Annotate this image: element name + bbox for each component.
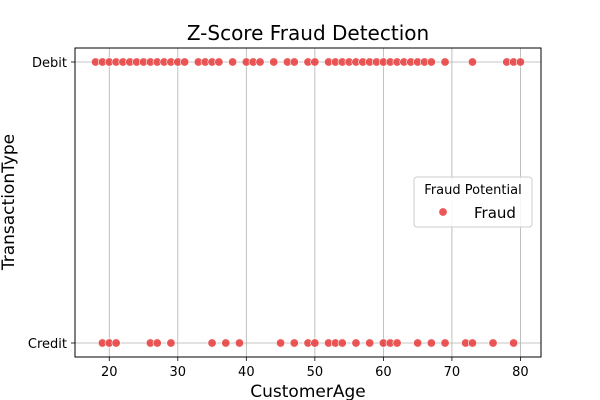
data-point bbox=[214, 57, 224, 67]
data-point bbox=[392, 338, 402, 348]
data-point bbox=[207, 338, 217, 348]
data-point bbox=[413, 338, 423, 348]
legend-title: Fraud Potential bbox=[424, 183, 521, 198]
data-point bbox=[180, 57, 190, 67]
x-tick-label: 40 bbox=[238, 365, 255, 380]
data-point bbox=[365, 338, 375, 348]
legend-marker-fraud bbox=[438, 207, 448, 217]
data-point bbox=[509, 338, 519, 348]
data-point bbox=[276, 338, 286, 348]
y-tick-label: Credit bbox=[28, 337, 67, 352]
x-tick-label: 20 bbox=[101, 365, 118, 380]
data-point bbox=[310, 338, 320, 348]
data-point bbox=[221, 338, 231, 348]
chart-title: Z-Score Fraud Detection bbox=[187, 21, 429, 45]
data-point bbox=[255, 57, 265, 67]
data-point bbox=[234, 338, 244, 348]
data-point bbox=[488, 338, 498, 348]
data-point bbox=[351, 338, 361, 348]
x-tick-label: 60 bbox=[375, 365, 392, 380]
x-axis-label: CustomerAge bbox=[250, 382, 365, 400]
data-point bbox=[440, 338, 450, 348]
legend-label-fraud: Fraud bbox=[474, 204, 516, 222]
data-point bbox=[289, 338, 299, 348]
data-point bbox=[426, 338, 436, 348]
data-point bbox=[269, 57, 279, 67]
data-points bbox=[91, 57, 525, 348]
y-axis-ticks: Credit Debit bbox=[28, 56, 75, 352]
data-point bbox=[440, 57, 450, 67]
data-point bbox=[426, 57, 436, 67]
data-point bbox=[337, 338, 347, 348]
legend: Fraud Potential Fraud bbox=[413, 176, 533, 228]
x-axis-ticks: 20 30 40 50 60 70 80 bbox=[101, 357, 529, 380]
x-tick-label: 30 bbox=[170, 365, 187, 380]
data-point bbox=[152, 338, 162, 348]
data-point bbox=[310, 57, 320, 67]
y-axis-label: TransactionType bbox=[0, 134, 19, 271]
data-point bbox=[467, 338, 477, 348]
x-tick-label: 50 bbox=[307, 365, 324, 380]
data-point bbox=[515, 57, 525, 67]
data-point bbox=[467, 57, 477, 67]
data-point bbox=[228, 57, 238, 67]
plot-area-frame bbox=[74, 47, 542, 358]
x-tick-label: 80 bbox=[512, 365, 529, 380]
data-point bbox=[166, 338, 176, 348]
data-point bbox=[111, 338, 121, 348]
y-tick-label: Debit bbox=[32, 56, 67, 71]
data-point bbox=[289, 57, 299, 67]
x-tick-label: 70 bbox=[444, 365, 461, 380]
